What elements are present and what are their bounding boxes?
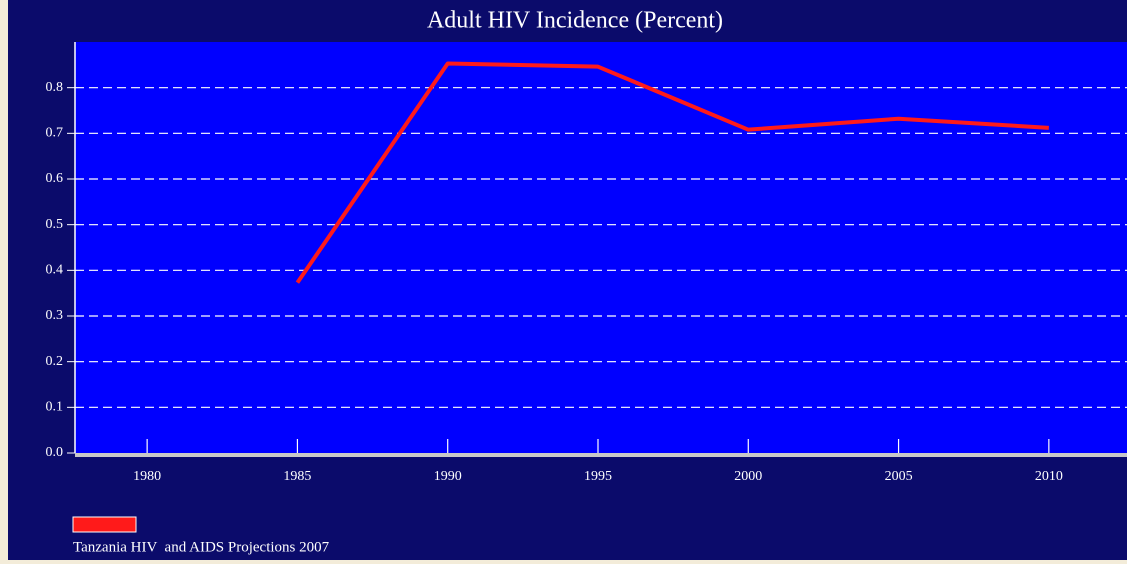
x-tick-label: 2010 (1035, 469, 1063, 484)
y-tick-label: 0.3 (46, 308, 64, 323)
x-tick-label: 1990 (434, 469, 462, 484)
legend-label: Tanzania HIV and AIDS Projections 2007 (73, 539, 330, 555)
y-tick-label: 0.8 (46, 80, 64, 95)
y-tick-label: 0.5 (46, 217, 64, 232)
plot-area (75, 42, 1127, 453)
x-tick-label: 1995 (584, 469, 612, 484)
chart-title: Adult HIV Incidence (Percent) (427, 8, 723, 34)
x-tick-label: 1980 (133, 469, 161, 484)
y-tick-label: 0.7 (46, 126, 64, 141)
x-tick-label: 1985 (283, 469, 311, 484)
y-tick-label: 0.2 (46, 354, 64, 369)
data-line (295, 61, 1049, 284)
legend-swatch (72, 516, 137, 533)
y-tick-label: 0.6 (46, 171, 64, 186)
y-tick-label: 0.1 (46, 400, 64, 415)
y-tick-label: 0.4 (46, 263, 64, 278)
y-tick-label: 0.0 (46, 445, 64, 460)
x-tick-label: 2005 (885, 469, 913, 484)
x-axis (75, 453, 1127, 457)
x-tick-label: 2000 (734, 469, 762, 484)
